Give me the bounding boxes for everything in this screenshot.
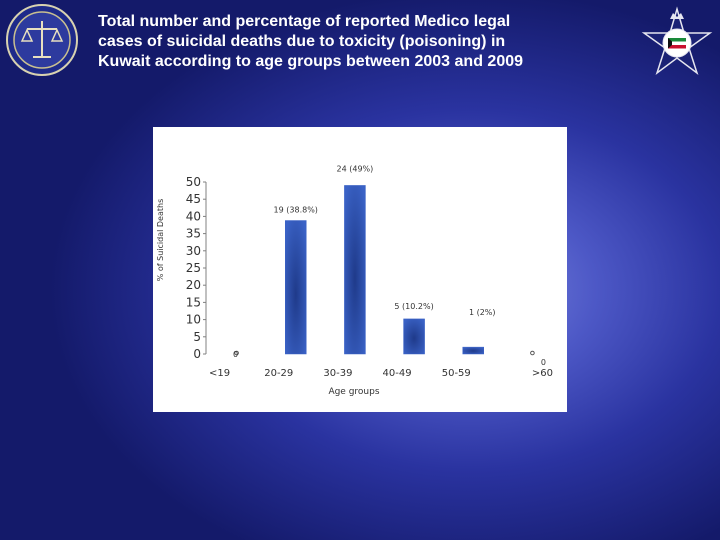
y-tick-label: 45 bbox=[186, 192, 201, 206]
slide-title: Total number and percentage of reported … bbox=[98, 13, 524, 70]
police-star-emblem-icon bbox=[641, 6, 713, 76]
y-tick-label: 15 bbox=[186, 295, 201, 309]
y-tick-label: 25 bbox=[186, 261, 201, 275]
data-label: 5 (10.2%) bbox=[394, 302, 433, 311]
y-tick-label: 30 bbox=[186, 244, 201, 258]
zero-marker bbox=[530, 350, 535, 356]
x-tick-label: >60 bbox=[532, 368, 553, 379]
data-label: 1 (2%) bbox=[469, 308, 496, 317]
data-label: 24 (49%) bbox=[337, 164, 374, 173]
y-tick-label: 40 bbox=[186, 209, 201, 223]
bar bbox=[285, 220, 307, 355]
chart-panel: 50 45 40 35 30 25 20 15 10 5 0% of Suicidal Deaths… bbox=[153, 127, 567, 412]
bar bbox=[344, 185, 366, 355]
data-label: 0 bbox=[541, 358, 546, 367]
data-label: 19 (38.8%) bbox=[274, 206, 318, 215]
y-tick-label: 50 bbox=[186, 175, 201, 189]
x-tick-label: <19 bbox=[209, 368, 230, 379]
x-tick-label: 20-29 bbox=[264, 368, 293, 379]
x-tick-label: 40-49 bbox=[383, 368, 412, 379]
y-tick-label: 10 bbox=[186, 313, 201, 327]
zero-marker bbox=[234, 350, 239, 356]
x-tick-label: 50-59 bbox=[442, 368, 471, 379]
y-tick-label: 35 bbox=[186, 227, 201, 241]
y-tick-label: 0 bbox=[193, 347, 201, 361]
y-tick-label: 20 bbox=[186, 278, 201, 292]
bar bbox=[403, 318, 425, 355]
x-tick-label: 30-39 bbox=[323, 368, 352, 379]
bar bbox=[462, 346, 484, 355]
y-axis-label: % of Suicidal Deaths bbox=[156, 199, 165, 282]
y-tick-label: 5 bbox=[193, 330, 201, 344]
x-axis-label: Age groups bbox=[328, 387, 379, 397]
justice-scales-emblem-icon bbox=[6, 4, 78, 76]
data-label: 0 bbox=[233, 350, 238, 359]
